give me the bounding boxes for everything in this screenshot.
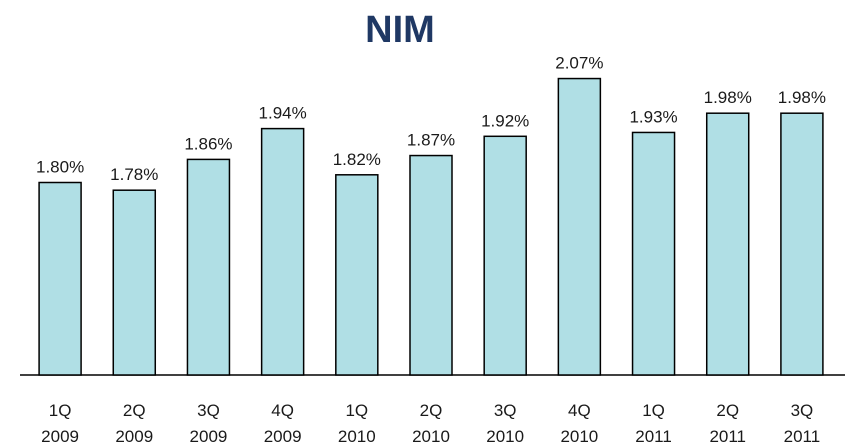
bar (483, 135, 527, 376)
x-tick-label: 1Q 2010 (337, 401, 376, 445)
bar (112, 189, 157, 376)
x-tick-label: 3Q 2009 (189, 401, 228, 445)
chart-title: NIM (365, 9, 435, 51)
x-tick-label: 2Q 2009 (115, 401, 154, 445)
bar (631, 131, 676, 376)
value-label: 1.98% (704, 88, 752, 107)
value-label: 1.82% (333, 150, 381, 169)
bar (38, 181, 82, 376)
bar (409, 154, 453, 376)
bar (557, 77, 602, 376)
value-label: 1.87% (407, 131, 455, 150)
x-tick-label: 4Q 2010 (560, 401, 599, 445)
value-label: 1.98% (778, 88, 826, 107)
x-tick-label: 1Q 2009 (41, 401, 79, 445)
value-label: 2.07% (555, 54, 603, 73)
x-tick-label: 3Q 2010 (486, 401, 525, 445)
bar (705, 112, 750, 376)
value-label: 1.92% (481, 111, 529, 130)
x-tick-label: 1Q 2011 (635, 401, 672, 445)
bar (260, 127, 305, 376)
x-tick-label: 2Q 2010 (412, 401, 450, 445)
value-label: 1.80% (36, 158, 84, 177)
bar (335, 174, 379, 376)
bar (186, 158, 231, 376)
bar (780, 112, 824, 376)
x-tick-label: 3Q 2011 (783, 401, 821, 445)
value-label: 1.86% (184, 134, 232, 153)
x-tick-label: 4Q 2009 (263, 401, 302, 445)
value-label: 1.94% (259, 104, 307, 123)
value-label: 1.93% (629, 107, 677, 126)
value-label: 1.78% (110, 165, 158, 184)
x-tick-label: 2Q 2011 (709, 401, 746, 445)
